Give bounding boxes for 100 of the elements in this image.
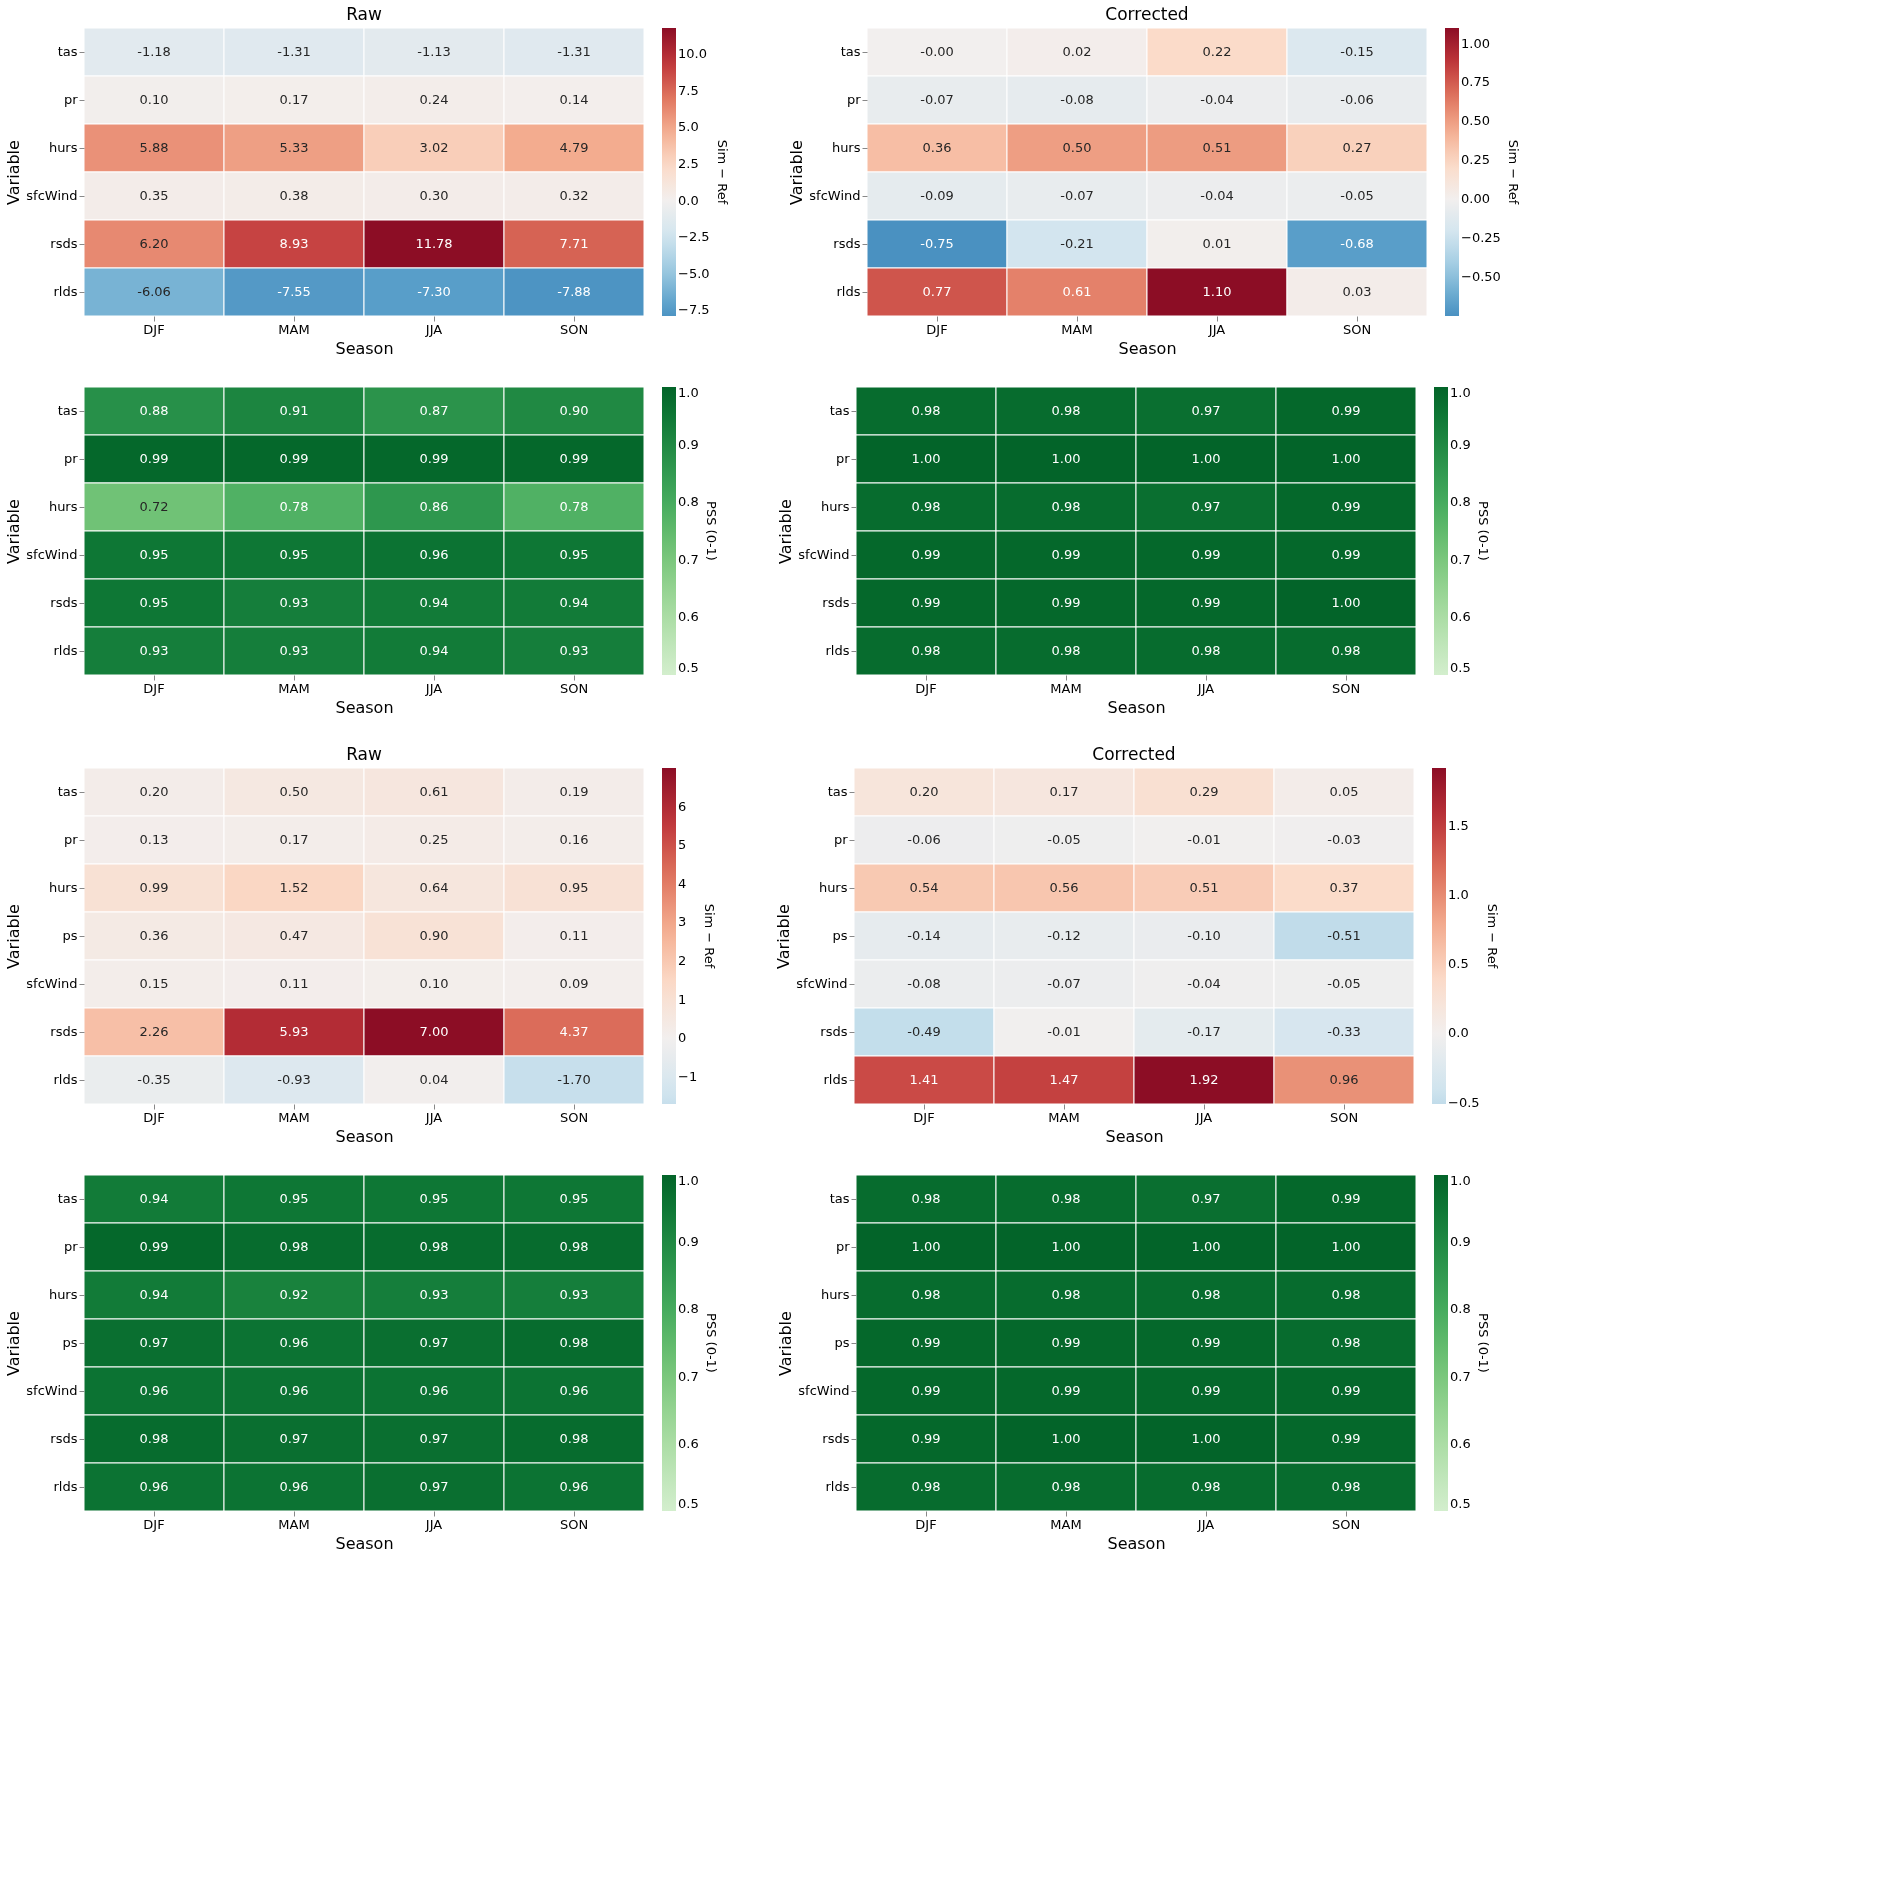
y-tick-label: tas xyxy=(827,784,848,799)
data-label: -7.55 xyxy=(277,284,311,299)
data-label: 0.98 xyxy=(279,1239,309,1254)
y-tick-label: rsds xyxy=(50,1431,78,1446)
color-bar-label: 1.0 xyxy=(1448,887,1469,903)
chart-title: Raw xyxy=(346,3,382,24)
data-label: 0.02 xyxy=(1062,44,1092,59)
color-bar-label: 0.6 xyxy=(678,1435,699,1451)
y-tick-label: sfcWind xyxy=(26,976,78,991)
data-label: 0.98 xyxy=(419,1239,449,1254)
data-label: 0.16 xyxy=(559,832,589,847)
data-label: 0.90 xyxy=(559,403,589,418)
data-label: -0.17 xyxy=(1187,1024,1221,1039)
data-label: 0.88 xyxy=(139,403,169,418)
y-tick-label: ps xyxy=(62,1335,78,1350)
color-bar-label: 1.0 xyxy=(678,1173,699,1188)
y-tick-label: pr xyxy=(63,832,79,847)
data-label: 0.95 xyxy=(279,1191,309,1206)
data-label: 0.94 xyxy=(559,595,589,610)
data-label: 0.98 xyxy=(559,1239,589,1254)
data-label: 0.51 xyxy=(1189,880,1219,895)
color-bar-label: 0.00 xyxy=(1461,191,1490,207)
data-label: 0.96 xyxy=(279,1335,309,1350)
y-tick-label: tas xyxy=(829,1191,850,1206)
color-bar-label: 0.5 xyxy=(1448,956,1469,972)
data-label: 0.98 xyxy=(911,1479,941,1494)
y-tick-label: hurs xyxy=(820,499,850,514)
color-bar-label: 0.75 xyxy=(1461,74,1490,90)
data-label: 0.93 xyxy=(559,643,589,658)
data-label: 0.95 xyxy=(279,547,309,562)
x-tick-label: DJF xyxy=(143,680,165,696)
color-bar-label: 2.5 xyxy=(678,155,699,171)
y-tick-label: hurs xyxy=(48,499,78,514)
color-bar-label: 1.0 xyxy=(1450,385,1471,400)
color-bar-label: 1.00 xyxy=(1461,35,1490,51)
data-label: 0.05 xyxy=(1329,784,1359,799)
data-label: 0.98 xyxy=(1331,1287,1361,1302)
data-label: 1.00 xyxy=(1191,451,1221,466)
data-label: 0.99 xyxy=(911,547,941,562)
data-label: 0.98 xyxy=(911,1287,941,1302)
color-bar-label: 0.50 xyxy=(1461,113,1490,129)
color-bar-title: PSS (0-1) xyxy=(1476,501,1491,561)
color-bar-label: 0.6 xyxy=(678,609,699,625)
data-label: 0.97 xyxy=(419,1479,449,1494)
data-label: 0.25 xyxy=(419,832,449,847)
data-label: 0.97 xyxy=(1191,1191,1221,1206)
x-tick-label: MAM xyxy=(1050,680,1082,696)
data-label: -0.12 xyxy=(1047,928,1081,943)
x-tick-label: MAM xyxy=(1061,321,1093,337)
x-tick-label: MAM xyxy=(278,1516,310,1532)
y-tick-label: sfcWind xyxy=(809,188,861,203)
data-label: 0.30 xyxy=(419,188,449,203)
data-label: 0.99 xyxy=(1331,499,1361,514)
data-label: 0.13 xyxy=(139,832,169,847)
data-label: 0.94 xyxy=(419,643,449,658)
x-tick-label: MAM xyxy=(278,1109,310,1125)
data-label: -0.04 xyxy=(1200,188,1234,203)
data-label: -0.03 xyxy=(1327,832,1361,847)
y-tick-label: hurs xyxy=(48,1287,78,1302)
color-bar-label: 1.5 xyxy=(1448,818,1469,834)
color-bar-label: 0.25 xyxy=(1461,152,1490,168)
color-bar-label: 0.7 xyxy=(678,1368,699,1384)
y-tick-label: pr xyxy=(833,832,849,847)
data-label: 0.17 xyxy=(279,832,309,847)
y-tick-label: sfcWind xyxy=(26,547,78,562)
data-label: 1.00 xyxy=(911,451,941,466)
data-label: -1.13 xyxy=(417,44,451,59)
y-tick-label: hurs xyxy=(831,140,861,155)
x-axis-title: Season xyxy=(335,1533,394,1553)
data-label: 8.93 xyxy=(279,236,309,251)
data-label: -0.01 xyxy=(1187,832,1221,847)
y-tick-label: rlds xyxy=(825,1479,850,1494)
data-label: 0.47 xyxy=(279,928,309,943)
x-tick-label: JJA xyxy=(424,680,443,696)
y-tick-label: hurs xyxy=(48,140,78,155)
data-label: 0.99 xyxy=(279,451,309,466)
x-axis-title: Season xyxy=(1107,697,1166,717)
x-tick-label: JJA xyxy=(1196,680,1215,696)
data-label: 0.90 xyxy=(419,928,449,943)
data-label: 0.95 xyxy=(139,595,169,610)
x-tick-label: SON xyxy=(1331,1516,1361,1532)
x-tick-label: JJA xyxy=(1194,1109,1213,1125)
data-label: 0.32 xyxy=(559,188,589,203)
data-label: 0.99 xyxy=(1191,1335,1221,1350)
x-tick-label: DJF xyxy=(143,1109,165,1125)
data-label: 5.88 xyxy=(139,140,169,155)
data-label: 0.01 xyxy=(1202,236,1232,251)
x-tick-label: JJA xyxy=(424,1109,443,1125)
y-tick-label: hurs xyxy=(48,880,78,895)
data-label: 0.54 xyxy=(909,880,939,895)
data-label: -0.51 xyxy=(1327,928,1361,943)
data-label: -7.30 xyxy=(417,284,451,299)
x-tick-label: SON xyxy=(559,321,589,337)
color-bar-label: 0.8 xyxy=(1450,494,1471,510)
x-tick-label: MAM xyxy=(278,680,310,696)
data-label: 0.95 xyxy=(559,547,589,562)
data-label: 1.52 xyxy=(279,880,309,895)
x-tick-label: DJF xyxy=(915,1516,937,1532)
data-label: 4.37 xyxy=(559,1024,589,1039)
x-axis-title: Season xyxy=(335,697,394,717)
